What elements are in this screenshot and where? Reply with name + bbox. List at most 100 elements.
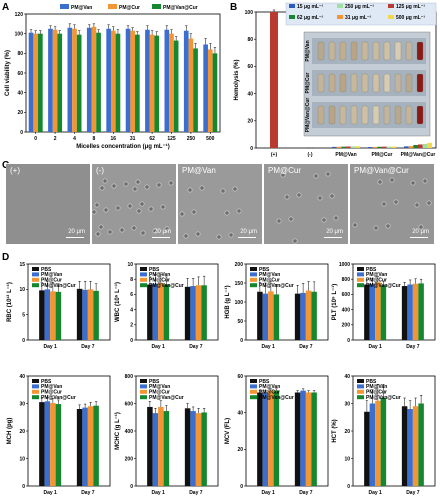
panel-b-ytick-label: 80 xyxy=(247,37,253,43)
panel-b-chart: 0 20 40 60 80 100 Hemolysis (%) PM@Van PM@Cur PM@… xyxy=(234,2,437,158)
panel-d-legend-swatch xyxy=(250,283,257,288)
panel-d-ytick-label: 400 xyxy=(125,429,134,435)
micrograph-label: PM@Van xyxy=(182,166,216,175)
panel-d-bar xyxy=(93,405,99,486)
panel-d-legend-swatch xyxy=(250,379,257,383)
panel-a-bar xyxy=(203,44,208,132)
panel-d-xtick-label: Day 7 xyxy=(189,490,203,496)
panel-b-inset-tube xyxy=(361,105,369,125)
panel-b-bar xyxy=(382,146,387,148)
panel-a-legend-swatch xyxy=(108,4,117,9)
panel-a-bar xyxy=(115,33,121,132)
panel-d-ytick-label: 200 xyxy=(342,323,351,329)
panel-d-legend-swatch xyxy=(357,384,364,389)
panel-a-bar xyxy=(48,28,53,132)
panel-d-xtick-label: Day 1 xyxy=(368,490,382,496)
panel-b-xtick-label: PM@Van@Cur xyxy=(401,152,436,158)
panel-a-legend-label: PM@Van xyxy=(71,5,92,11)
panel-a-bar xyxy=(193,48,198,132)
panel-d-legend-label: PM@Van xyxy=(41,272,62,278)
panel-d-ytick-label: 800 xyxy=(125,374,134,380)
panel-d-ytick-label: 10 xyxy=(344,456,350,462)
panel-d-xtick-label: Day 1 xyxy=(151,344,165,350)
panel-a-bar xyxy=(38,33,43,132)
panel-b-bar xyxy=(306,147,314,149)
panel-b-bar xyxy=(418,144,423,148)
panel-d-bar xyxy=(44,289,51,340)
panel-d-ytick-label: 6 xyxy=(130,292,133,298)
panel-d-legend-swatch xyxy=(140,384,147,389)
panel-b-bar xyxy=(391,146,397,148)
panel-d-ytick-label: 40 xyxy=(19,374,25,380)
panel-d-legend-label: PM@Cur xyxy=(41,390,62,396)
panel-d-ytick-label: 0 xyxy=(240,484,243,490)
micrograph-panel: PM@Van 20 μm xyxy=(178,164,262,244)
panel-b-bar xyxy=(336,146,342,148)
panel-d-legend-label: PM@Van@Cur xyxy=(259,283,294,289)
panel-b-inset-tube xyxy=(394,41,402,61)
panel-d-legend-label: PM@Cur xyxy=(259,390,280,396)
panel-a-legend-swatch xyxy=(152,4,161,9)
panel-d-xtick-label: Day 7 xyxy=(81,490,95,496)
panel-d-legend-label: PM@Van xyxy=(259,384,280,390)
panel-a-bar xyxy=(130,30,136,132)
panel-a-bar xyxy=(67,27,73,133)
panel-d-ylabel: HCT (%) xyxy=(332,419,338,442)
panel-b-letter: B xyxy=(230,2,237,13)
panel-b-inset-tube xyxy=(361,41,369,61)
panel-d-bar xyxy=(407,409,413,486)
panel-a-xtick-label: 4 xyxy=(73,136,76,142)
panel-b-inset-tube xyxy=(405,105,413,125)
panel-d-legend-label: PM@Cur xyxy=(149,278,170,284)
panel-d-legend-label: PM@Van xyxy=(149,384,170,390)
panel-b-bar xyxy=(270,12,278,148)
panel-d-bar xyxy=(76,288,83,340)
panel-b-inset-tube xyxy=(317,41,325,61)
panel-d-ytick-label: 1000 xyxy=(339,262,350,268)
panel-d-legend-label: PM@Van xyxy=(149,272,170,278)
panel-d-bar xyxy=(364,284,370,340)
panel-d-legend-swatch xyxy=(250,277,257,282)
panel-d-xtick-label: Day 7 xyxy=(81,344,95,350)
panel-a-bar xyxy=(173,40,179,132)
panel-d-legend-swatch xyxy=(250,389,257,394)
panel-d-ytick-label: 0 xyxy=(347,484,350,490)
panel-d-bar xyxy=(273,294,280,340)
panel-d-bar xyxy=(305,290,312,340)
panel-d-bar xyxy=(158,406,164,486)
panel-a-legend-label: PM@Cur xyxy=(119,5,140,11)
panel-a-bar xyxy=(154,35,160,133)
panel-d-bar xyxy=(305,392,312,486)
panel-d-bar xyxy=(380,285,387,340)
micrograph-panel: (+) 20 μm xyxy=(6,164,90,244)
panel-d-bar xyxy=(257,291,263,340)
panel-a-bar xyxy=(188,38,194,133)
panel-b-legend-swatch xyxy=(388,15,394,19)
panel-b-legend-label: 500 μg mL⁻¹ xyxy=(396,15,425,21)
panel-d-ytick-label: 50 xyxy=(237,319,243,325)
panel-b-legend-label: 31 μg mL⁻¹ xyxy=(345,15,372,21)
panel-a-ytick-label: 0 xyxy=(20,130,23,136)
panel-b-inset-label: PM@Van xyxy=(305,40,311,61)
panel-b-ytick-label: 100 xyxy=(245,10,254,16)
panel-a-bar xyxy=(57,33,63,132)
panel-a-xtick-label: 0 xyxy=(34,136,37,142)
panel-d-legend-label: PBS xyxy=(149,267,160,273)
panel-d-xtick-label: Day 1 xyxy=(368,344,382,350)
panel-d-ytick-label: 4 xyxy=(130,307,133,313)
panel-b-inset-tube xyxy=(405,73,413,93)
panel-b-ytick-label: 0 xyxy=(250,146,253,152)
panel-d-legend-label: PM@Van xyxy=(366,272,387,278)
panel-a-bar xyxy=(33,33,39,132)
panel-d-legend-swatch xyxy=(32,272,39,277)
panel-a-ylabel: Cell viability (%) xyxy=(5,50,11,96)
panel-d-legend-swatch xyxy=(32,389,39,394)
panel-d-ytick-label: 30 xyxy=(344,401,350,407)
panel-d-ytick-label: 10 xyxy=(19,287,25,293)
panel-a-xtick-label: 250 xyxy=(187,136,196,142)
panel-d-bar xyxy=(294,392,301,486)
panel-d-bar xyxy=(152,283,159,340)
panel-d-legend-swatch xyxy=(32,395,39,400)
panel-d-xtick-label: Day 1 xyxy=(261,344,275,350)
panel-d-bar xyxy=(184,286,191,340)
